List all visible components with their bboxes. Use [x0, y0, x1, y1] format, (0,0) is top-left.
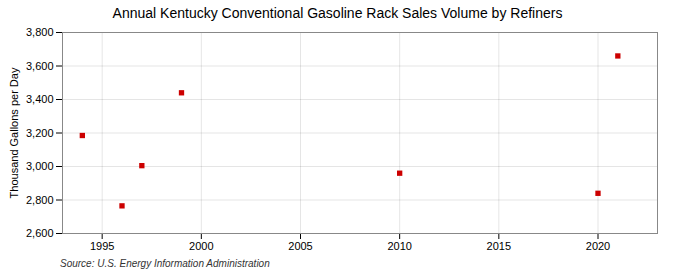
svg-text:2,600: 2,600	[26, 227, 54, 239]
html-text:Annual Kentucky Conventional G: Annual Kentucky Conventional Gasoline Ra…	[112, 5, 563, 21]
svg-text:2000: 2000	[189, 240, 213, 252]
svg-text:2015: 2015	[487, 240, 511, 252]
svg-text:3,600: 3,600	[26, 60, 54, 72]
svg-text:Thousand Gallons per Day: Thousand Gallons per Day	[8, 67, 20, 198]
svg-text:1995: 1995	[90, 240, 114, 252]
svg-text:3,800: 3,800	[26, 26, 54, 38]
svg-text:2,800: 2,800	[26, 194, 54, 206]
html-text:Source: U.S. Energy Informatio: Source: U.S. Energy Information Administ…	[60, 258, 270, 269]
svg-text:2020: 2020	[586, 240, 610, 252]
svg-text:3,400: 3,400	[26, 93, 54, 105]
svg-text:3,200: 3,200	[26, 127, 54, 139]
svg-text:2005: 2005	[288, 240, 312, 252]
svg-text:3,000: 3,000	[26, 160, 54, 172]
svg-text:2010: 2010	[387, 240, 411, 252]
